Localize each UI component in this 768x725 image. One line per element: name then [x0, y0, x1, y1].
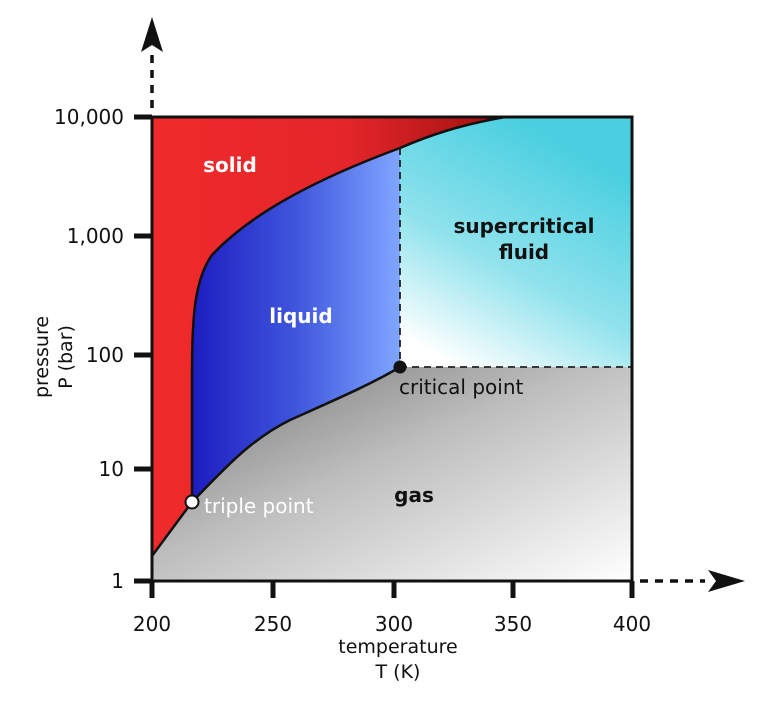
y-axis-title-line1: pressure — [31, 316, 53, 398]
supercritical-label-line1: supercritical — [453, 214, 594, 238]
triple-point-label: triple point — [204, 494, 314, 518]
x-axis-title-line1: temperature — [338, 636, 457, 658]
solid-label: solid — [203, 153, 257, 177]
x-tick-label: 350 — [494, 612, 532, 636]
supercritical-label-line2: fluid — [499, 240, 549, 264]
x-arrow-icon — [708, 570, 745, 592]
critical-point-marker — [393, 360, 407, 374]
liquid-label: liquid — [269, 304, 332, 328]
x-tick-label: 300 — [375, 612, 413, 636]
x-tick-label: 400 — [613, 612, 651, 636]
supercritical-region — [400, 117, 632, 367]
melting-curve — [190, 115, 506, 502]
x-tick-label: 250 — [254, 612, 292, 636]
triple-point-marker — [184, 494, 200, 510]
y-tick-label: 10,000 — [54, 105, 124, 129]
y-axis-ticks — [134, 114, 152, 584]
x-axis-title-line2: T (K) — [375, 661, 421, 683]
critical-point-label: critical point — [399, 375, 524, 399]
y-tick-label: 100 — [86, 343, 124, 367]
liquid-region — [192, 148, 400, 502]
solid-region — [152, 117, 505, 556]
gas-label: gas — [394, 483, 434, 507]
y-tick-label: 1,000 — [67, 224, 124, 248]
y-arrow-icon — [141, 17, 163, 52]
gas-region — [152, 367, 632, 581]
vaporization-curve — [191, 365, 401, 503]
sublimation-curve — [150, 501, 194, 557]
y-tick-label: 1 — [111, 569, 124, 593]
y-tick-label: 10 — [99, 457, 124, 481]
x-tick-label: 200 — [133, 612, 171, 636]
y-axis-title-line2: P (bar) — [55, 325, 77, 389]
x-axis-ticks — [149, 581, 635, 598]
